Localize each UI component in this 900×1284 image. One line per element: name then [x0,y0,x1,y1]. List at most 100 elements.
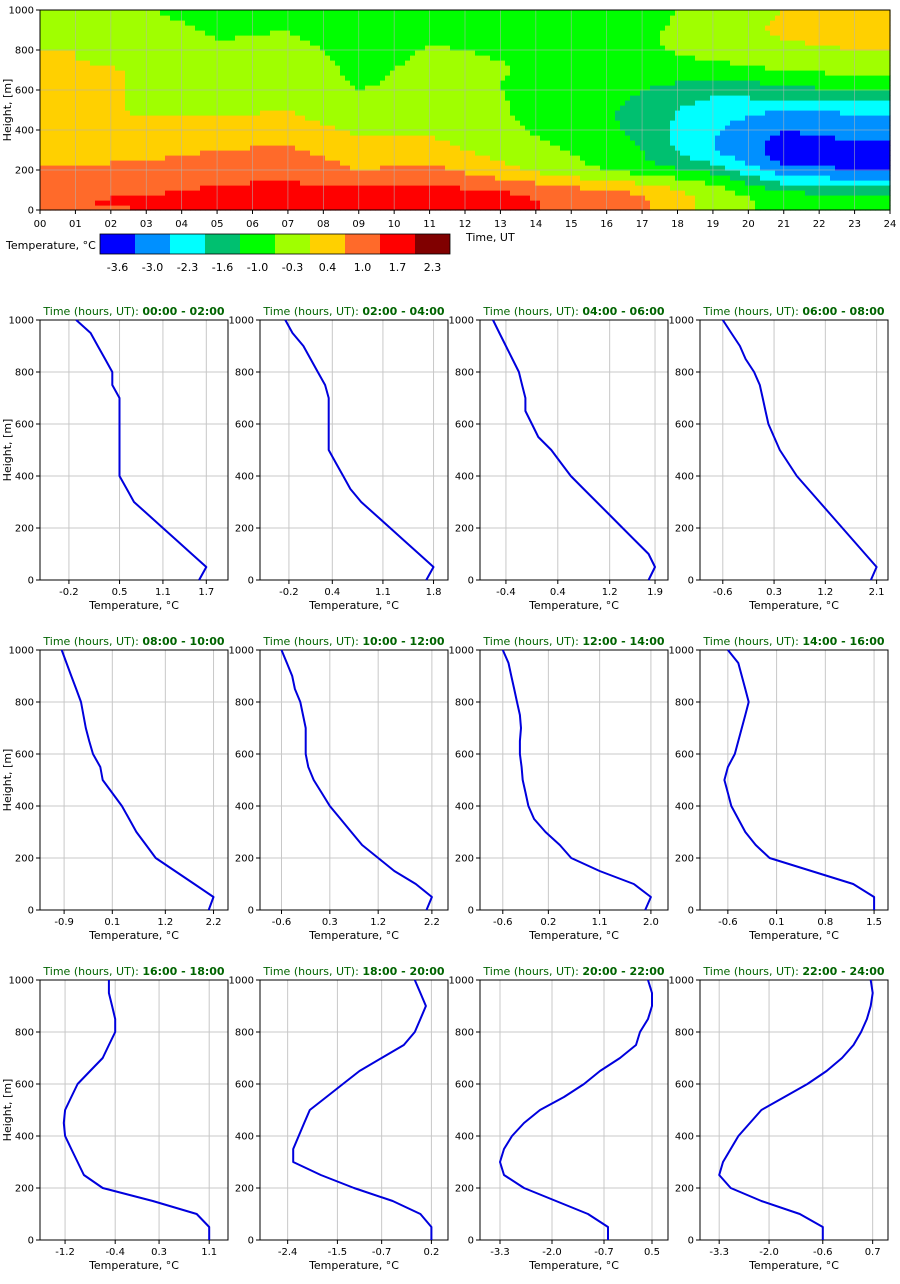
heatmap-cell [225,75,231,81]
heatmap-cell [345,25,351,31]
heatmap-cell [270,75,276,81]
heatmap-cell [595,75,601,81]
heatmap-cell [60,25,66,31]
heatmap-cell [660,90,666,96]
heatmap-cell [190,140,196,146]
heatmap-cell [380,80,386,86]
heatmap-cell [185,140,191,146]
heatmap-cell [645,130,651,136]
heatmap-cell [385,35,391,41]
heatmap-cell [520,35,526,41]
heatmap-cell [635,55,641,61]
heatmap-cell [615,40,621,46]
heatmap-cell [80,90,86,96]
heatmap-cell [200,60,206,66]
heatmap-cell [505,75,511,81]
heatmap-cell [125,15,131,21]
heatmap-cell [95,120,101,126]
heatmap-cell [560,130,566,136]
heatmap-cell [545,140,551,146]
heatmap-cell [185,90,191,96]
heatmap-cell [335,10,341,16]
heatmap-cell [650,80,656,86]
heatmap-cell [155,60,161,66]
heatmap-cell [455,55,461,61]
heatmap-cell [55,205,61,211]
heatmap-cell [55,95,61,101]
heatmap-cell [395,45,401,51]
heatmap-cell [315,150,321,156]
heatmap-cell [350,100,356,106]
heatmap-cell [445,95,451,101]
heatmap-cell [235,20,241,26]
heatmap-cell [425,80,431,86]
heatmap-cell [330,140,336,146]
heatmap-cell [170,175,176,181]
heatmap-cell [165,55,171,61]
heatmap-cell [190,195,196,201]
heatmap-cell [335,145,341,151]
heatmap-cell [105,190,111,196]
heatmap-cell [550,175,556,181]
heatmap-cell [195,140,201,146]
heatmap-cell [405,190,411,196]
heatmap-cell [300,70,306,76]
heatmap-cell [270,110,276,116]
heatmap-cell [505,120,511,126]
heatmap-cell [75,160,81,166]
heatmap-cell [130,55,136,61]
heatmap-cell [540,195,546,201]
heatmap-cell [255,165,261,171]
heatmap-cell [440,200,446,206]
heatmap-cell [355,130,361,136]
heatmap-cell [555,180,561,186]
heatmap-cell [195,130,201,136]
heatmap-cell [475,75,481,81]
heatmap-cell [160,85,166,91]
heatmap-cell [415,195,421,201]
heatmap-cell [490,155,496,161]
heatmap-cell [480,20,486,26]
heatmap-cell [380,190,386,196]
heatmap-cell [590,90,596,96]
heatmap-cell [325,70,331,76]
heatmap-cell [80,30,86,36]
heatmap-cell [315,140,321,146]
heatmap-cell [140,25,146,31]
heatmap-cell [220,120,226,126]
heatmap-cell [330,85,336,91]
heatmap-cell [550,155,556,161]
heatmap-cell [650,150,656,156]
heatmap-cell [395,180,401,186]
heatmap-cell [660,75,666,81]
heatmap-cell [290,185,296,191]
heatmap-cell [545,105,551,111]
heatmap-cell [135,190,141,196]
heatmap-cell [165,205,171,211]
heatmap-cell [620,165,626,171]
heatmap-cell [155,150,161,156]
heatmap-cell [80,100,86,106]
heatmap-cell [575,90,581,96]
heatmap-cell [125,65,131,71]
heatmap-cell [130,50,136,56]
heatmap-cell [620,60,626,66]
heatmap-cell [305,55,311,61]
heatmap-cell [60,90,66,96]
heatmap-cell [210,10,216,16]
heatmap-cell [635,140,641,146]
heatmap-cell [125,70,131,76]
heatmap-cell [315,125,321,131]
heatmap-cell [225,200,231,206]
heatmap-cell [245,140,251,146]
heatmap-cell [175,50,181,56]
heatmap-cell [330,45,336,51]
heatmap-cell [505,45,511,51]
heatmap-cell [410,200,416,206]
heatmap-cell [385,115,391,121]
heatmap-cell [485,150,491,156]
heatmap-cell [200,45,206,51]
heatmap-cell [430,170,436,176]
heatmap-cell [375,50,381,56]
heatmap-cell [345,205,351,211]
